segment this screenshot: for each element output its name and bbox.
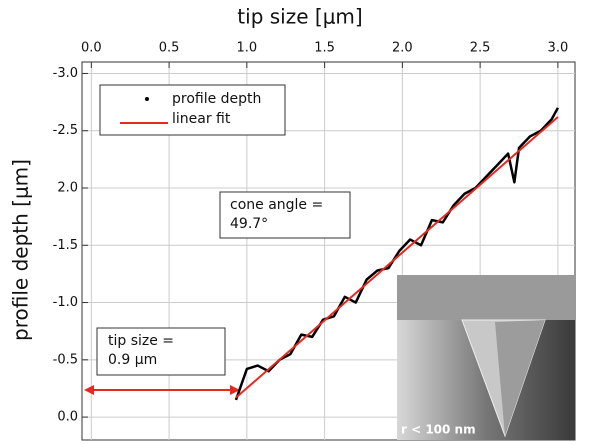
x-tick-label: 0.0	[81, 41, 102, 56]
y-tick-label: -1.0	[53, 295, 78, 310]
y-tick-label: -0.5	[53, 352, 78, 367]
x-tick-label: 1.0	[237, 41, 258, 56]
legend	[99, 84, 286, 136]
arrow-head	[230, 385, 240, 395]
x-tick-label: 3.0	[548, 41, 569, 56]
inset-cantilever	[397, 275, 575, 320]
annotation: cone angle =	[230, 197, 323, 213]
inset-label: r < 100 nm	[401, 423, 476, 437]
annotation-box	[219, 191, 351, 239]
inset-cone-side	[495, 320, 545, 436]
profile-line	[234, 107, 559, 401]
annotation: tip size =	[108, 333, 174, 349]
y-tick-label: 0.0	[57, 410, 78, 425]
y-tick-label: -2.5	[53, 123, 78, 138]
x-tick-label: 1.5	[314, 41, 335, 56]
annotation: 49.7°	[230, 216, 268, 232]
x-tick-label: 0.5	[159, 41, 180, 56]
annotation-box	[96, 327, 226, 376]
y-tick-label: -1.5	[53, 238, 78, 253]
y-tick-label: -3.0	[53, 66, 78, 81]
legend-label: profile depth	[172, 91, 261, 107]
annotation: 0.9 μm	[108, 352, 157, 368]
x-axis-title: tip size [μm]	[237, 5, 362, 29]
y-axis-title: profile depth [μm]	[9, 159, 33, 341]
x-tick-label: 2.5	[470, 41, 491, 56]
arrow-head	[84, 385, 94, 395]
legend-label: linear fit	[172, 111, 231, 127]
legend-marker	[145, 97, 149, 101]
y-tick-label: 2.0	[57, 181, 78, 196]
x-tick-label: 2.0	[392, 41, 413, 56]
sem-inset: r < 100 nm	[397, 275, 575, 440]
fit-line	[235, 116, 559, 399]
